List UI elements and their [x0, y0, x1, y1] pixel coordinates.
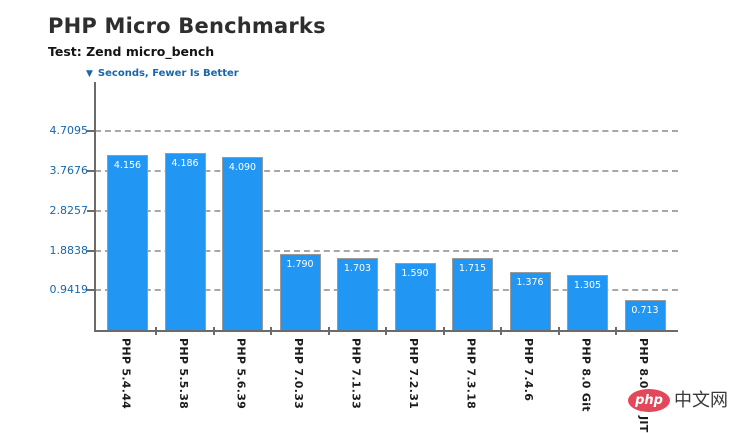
y-tick-label: 1.8838 — [49, 244, 89, 257]
php-logo-text: php — [635, 393, 663, 408]
gridline — [95, 170, 678, 172]
watermark-logo: php 中文网 — [628, 389, 728, 412]
x-tick-mark — [212, 327, 215, 335]
x-tick-mark — [270, 327, 273, 335]
x-tick-mark — [442, 327, 445, 335]
x-axis-label: PHP 7.0.33 — [292, 338, 305, 410]
x-axis-label: PHP 5.5.38 — [177, 338, 190, 410]
x-tick-mark — [155, 327, 158, 335]
bar: 1.590 — [394, 263, 436, 330]
x-axis-label: PHP 7.1.33 — [349, 338, 363, 410]
php-logo-icon: php — [628, 389, 670, 412]
bar-value-label: 1.715 — [458, 263, 487, 274]
bar-value-label: 1.590 — [401, 268, 429, 279]
page-subtitle: Test: Zend micro_bench — [48, 44, 215, 59]
x-axis-label: PHP 8.0 Git — [579, 338, 593, 412]
x-tick-mark — [327, 327, 330, 335]
y-tick-label: 4.7095 — [49, 124, 89, 137]
bar-value-label: 1.305 — [573, 280, 602, 291]
page-title: PHP Micro Benchmarks — [48, 14, 326, 38]
gridline — [95, 210, 678, 212]
bar-value-label: 4.156 — [113, 160, 142, 171]
y-tick-label: 2.8257 — [49, 204, 89, 217]
bar-value-label: 1.790 — [286, 259, 314, 270]
y-tick-label: 0.9419 — [49, 283, 89, 296]
x-axis-label: PHP 7.3.18 — [464, 338, 478, 410]
bar: 4.156 — [107, 155, 148, 330]
bar: 1.703 — [337, 258, 378, 330]
gridline — [95, 289, 678, 291]
y-tick-mark — [87, 170, 95, 172]
watermark-site-text: 中文网 — [674, 390, 728, 411]
bar: 4.090 — [222, 157, 263, 330]
x-axis-label: PHP 7.2.31 — [407, 338, 420, 410]
y-axis-line — [94, 82, 96, 332]
gridline — [95, 250, 678, 252]
bar: 0.713 — [624, 300, 666, 330]
bar: 1.790 — [279, 254, 321, 330]
y-tick-label: 3.7676 — [49, 164, 89, 177]
bar-value-label: 4.090 — [228, 162, 257, 173]
bar: 1.376 — [509, 272, 551, 330]
y-tick-mark — [87, 250, 95, 252]
x-tick-mark — [385, 327, 388, 335]
bar: 1.715 — [452, 258, 493, 330]
axis-legend: ▼ Seconds, Fewer Is Better — [86, 68, 239, 79]
x-axis-label: PHP 7.4.6 — [522, 338, 535, 402]
bar: 1.305 — [567, 275, 608, 330]
x-axis-label: PHP 5.6.39 — [234, 338, 248, 410]
gridline — [95, 130, 678, 132]
legend-label: Seconds, Fewer Is Better — [97, 68, 239, 79]
y-tick-mark — [87, 289, 95, 291]
bar-value-label: 4.186 — [171, 158, 199, 169]
y-tick-mark — [87, 130, 95, 132]
y-tick-mark — [87, 210, 95, 212]
x-tick-mark — [500, 327, 503, 335]
x-axis-label: PHP 8.0 Git JIT — [637, 338, 650, 433]
x-axis-label: PHP 5.4.44 — [119, 338, 133, 410]
bar-value-label: 1.703 — [343, 263, 372, 274]
bar-value-label: 1.376 — [516, 277, 544, 288]
triangle-down-icon: ▼ — [86, 68, 93, 79]
bar-value-label: 0.713 — [631, 305, 659, 316]
bar: 4.186 — [164, 153, 206, 330]
x-tick-mark — [615, 327, 618, 335]
x-tick-mark — [557, 327, 560, 335]
